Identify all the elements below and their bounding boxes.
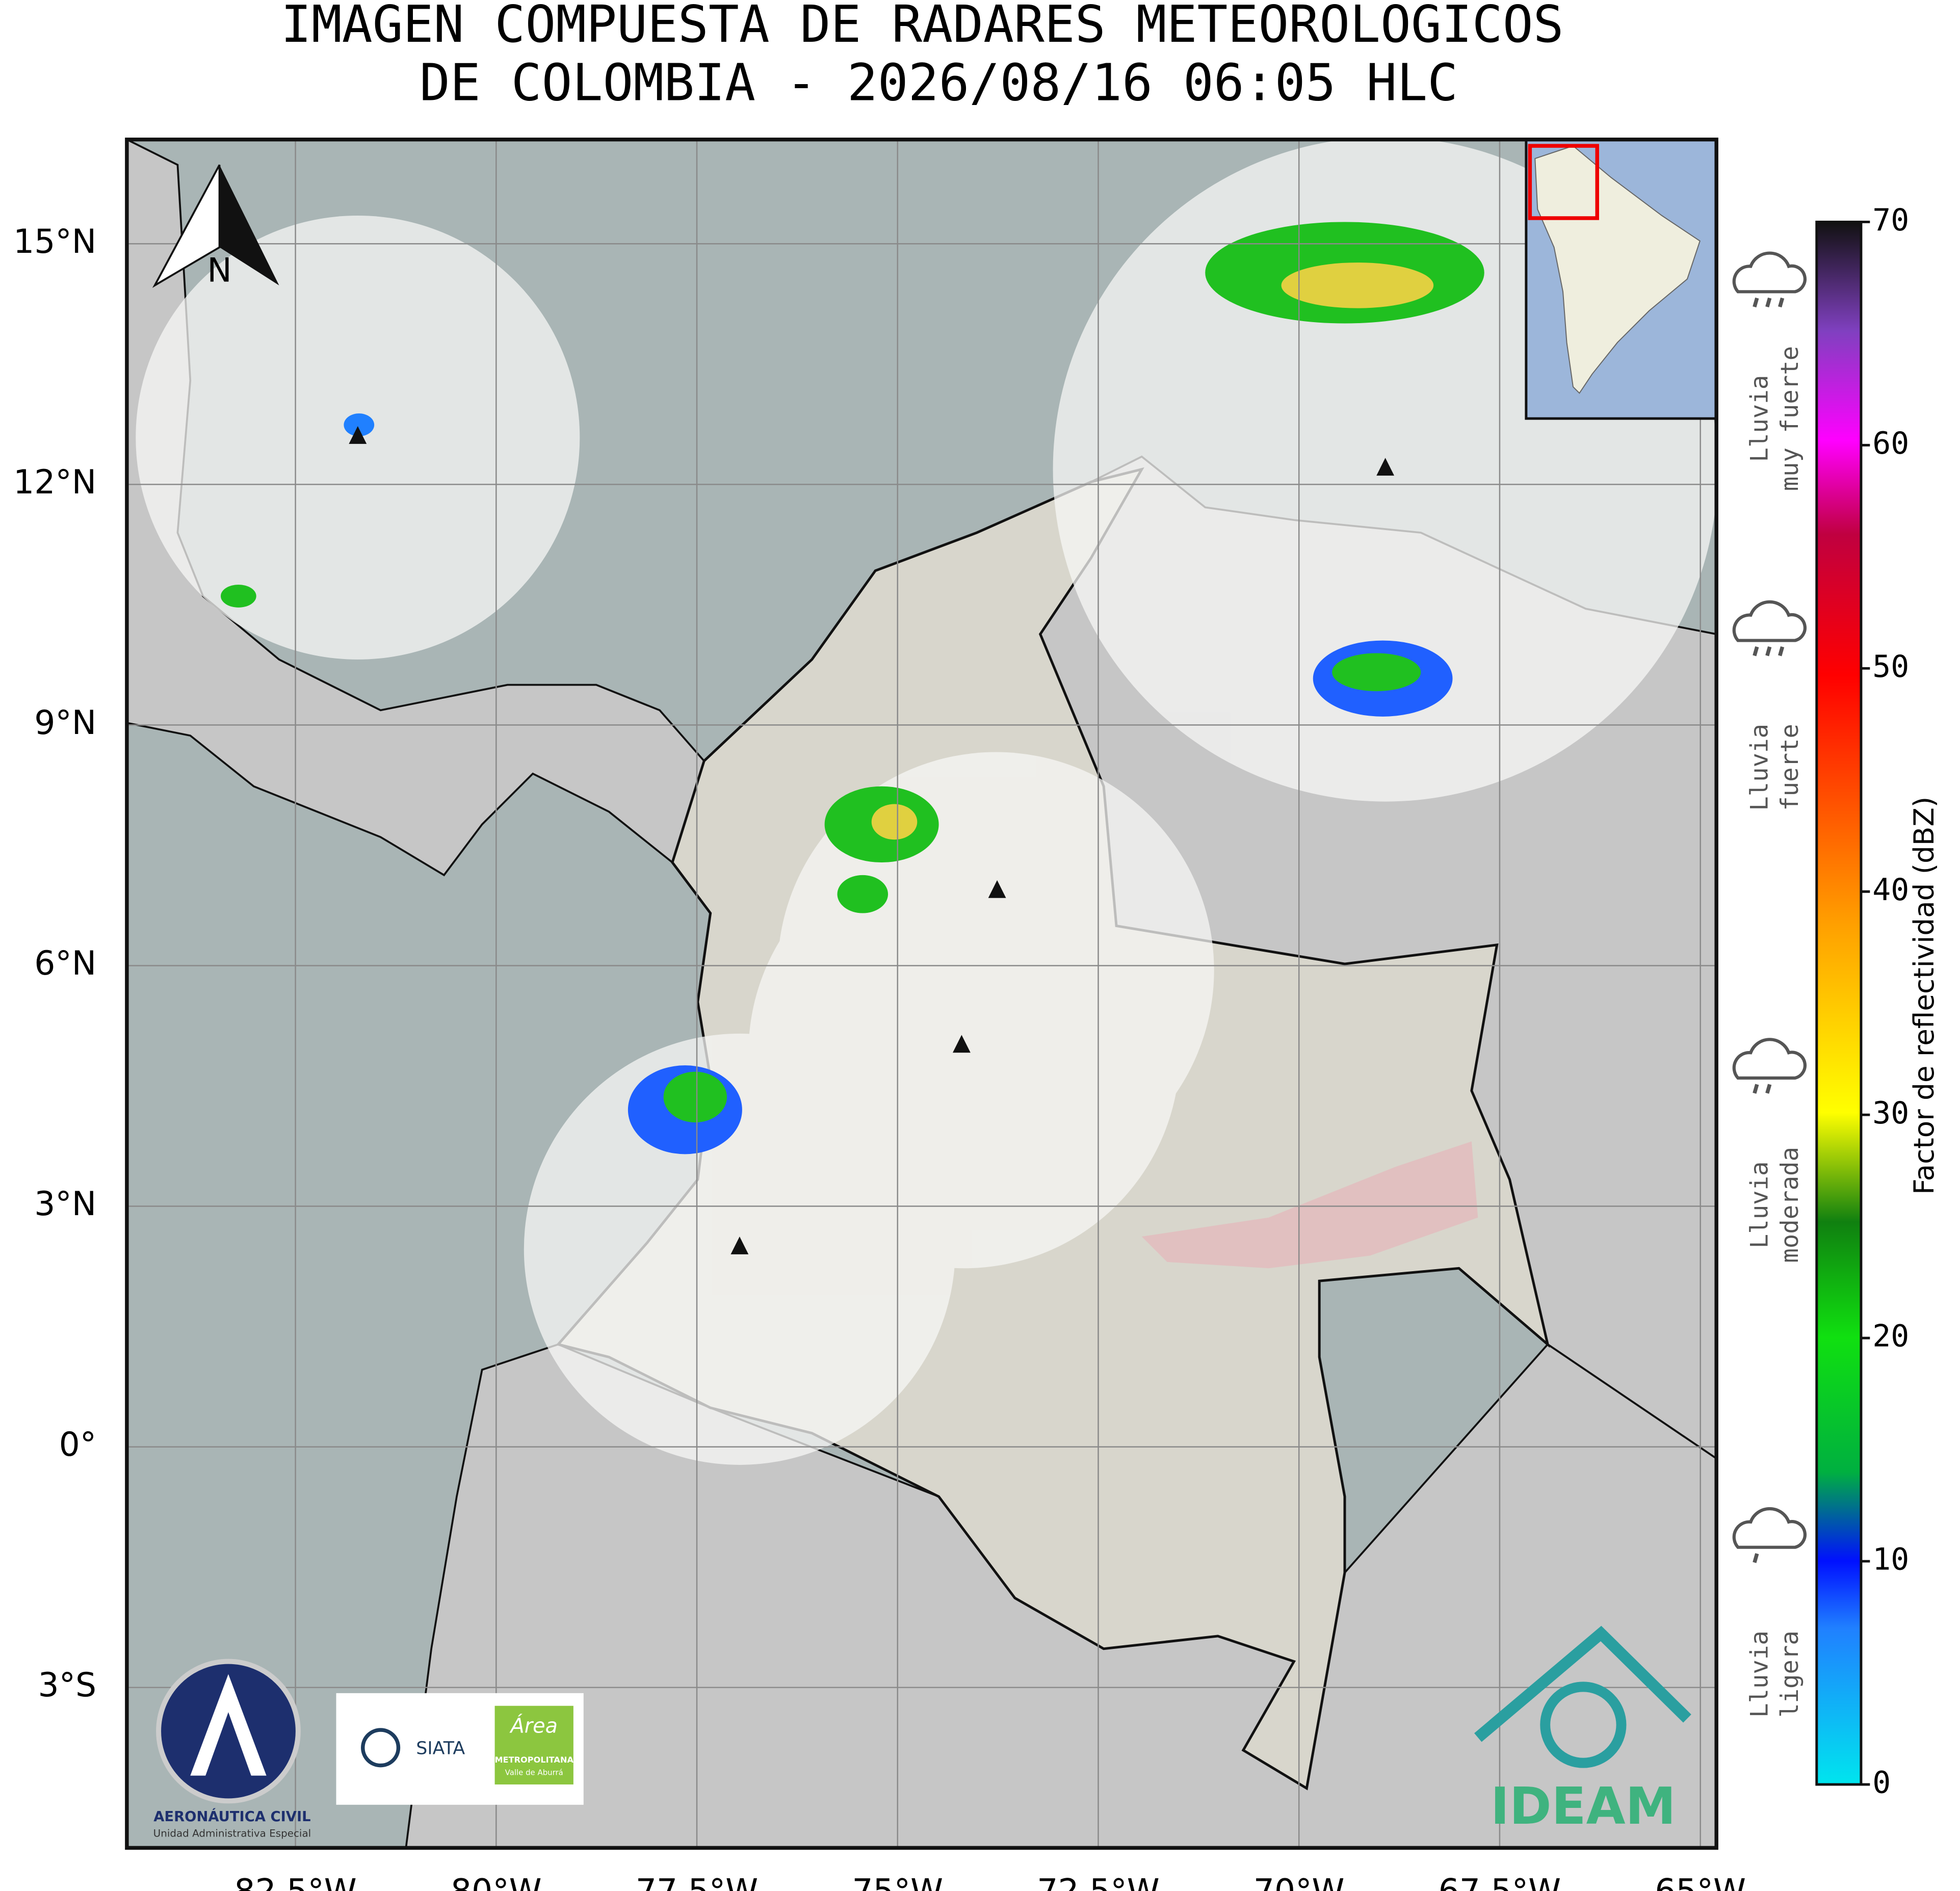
logo-text: Unidad Administrativa Especial xyxy=(153,1828,311,1840)
logo-text: AERONÁUTICA CIVIL xyxy=(153,1808,310,1825)
x-tick-label: 82.5°W xyxy=(234,1873,356,1891)
rain-level-label: Lluvia xyxy=(1745,724,1773,811)
rain-drop xyxy=(1753,1553,1759,1563)
x-tick-label: 70°W xyxy=(1253,1873,1345,1891)
colorbar-tick-label: 30 xyxy=(1872,1096,1909,1131)
colorbar-tick-label: 50 xyxy=(1872,649,1909,685)
area-logo xyxy=(494,1705,573,1784)
y-tick-label: 3°S xyxy=(38,1666,97,1704)
rain-drop xyxy=(1765,297,1772,308)
rain-level-label: muy fuerte xyxy=(1776,346,1804,491)
radar-site xyxy=(1376,458,1395,476)
colorbar-tick-label: 10 xyxy=(1872,1542,1909,1578)
rain-drop xyxy=(1778,297,1785,308)
map-area: N AERONÁUTICA CIVIL Unidad Administrativ… xyxy=(126,139,1717,1848)
rain-level-label: Lluvia xyxy=(1745,375,1773,462)
logo-text: Valle de Aburrá xyxy=(505,1768,563,1777)
labels: 82.5°W 80°W 77.5°W 75°W 72.5°W 70°W 67.5°W 65°W… xyxy=(13,203,1909,1891)
y-tick-label: 6°N xyxy=(34,944,96,983)
echo xyxy=(221,585,256,608)
rain-drop xyxy=(1753,297,1759,308)
radar-echoes xyxy=(221,222,1484,1154)
logo-text: IDEAM xyxy=(1491,1777,1676,1836)
colorbar-tick-label: 20 xyxy=(1872,1319,1909,1354)
y-tick-label: 3°N xyxy=(34,1185,96,1223)
radar-site xyxy=(988,880,1006,898)
aeronautica-logo xyxy=(156,1659,301,1804)
x-tick-label: 67.5°W xyxy=(1439,1873,1561,1891)
title-line: IMAGEN COMPUESTA DE RADARES METEOROLOGIC… xyxy=(281,0,1564,54)
radar-site xyxy=(349,426,367,444)
radar-site xyxy=(952,1035,971,1053)
rain-drop xyxy=(1778,646,1785,656)
rain-level-label: ligera xyxy=(1776,1631,1804,1718)
title-line: DE COLOMBIA - 2026/08/16 06:05 HLC xyxy=(420,54,1458,113)
echo xyxy=(663,1071,727,1123)
y-tick-label: 12°N xyxy=(13,463,96,502)
rain-icon xyxy=(1732,600,1807,642)
echo xyxy=(1332,653,1421,692)
x-tick-label: 72.5°W xyxy=(1037,1873,1159,1891)
inset-extent xyxy=(1528,144,1599,220)
echo xyxy=(1281,262,1434,308)
rain-drop xyxy=(1765,1084,1772,1094)
north-label: N xyxy=(207,252,231,290)
colorbar xyxy=(1815,220,1863,1786)
aeronautica-logo xyxy=(190,1674,267,1776)
x-tick-label: 80°W xyxy=(451,1873,542,1891)
rain-icon xyxy=(1732,1038,1807,1080)
echo xyxy=(344,413,375,436)
map-frame xyxy=(125,137,1718,1850)
x-tick-label: 65°W xyxy=(1655,1873,1746,1891)
graticule xyxy=(126,139,1717,1848)
logo-text: METROPOLITANA xyxy=(494,1755,573,1765)
x-tick-label: 75°W xyxy=(852,1873,943,1891)
radar-site xyxy=(730,1237,749,1254)
logo-text: SIATA xyxy=(416,1738,465,1758)
rain-drop xyxy=(1753,1084,1759,1094)
inset-continent xyxy=(1534,145,1701,394)
rain-level-label: fuerte xyxy=(1776,724,1804,811)
ideam-logo xyxy=(1474,1625,1691,1742)
echo xyxy=(837,875,888,913)
ideam-logo xyxy=(1540,1682,1627,1768)
rain-icon xyxy=(1732,1507,1807,1549)
colorbar-tick-label: 60 xyxy=(1872,426,1909,461)
rain-icon xyxy=(1732,251,1807,294)
echo xyxy=(871,804,918,840)
north-arrow xyxy=(219,165,279,285)
rain-level-label: Lluvia xyxy=(1745,1161,1773,1248)
y-tick-label: 0° xyxy=(59,1426,97,1464)
colorbar-tick-label: 70 xyxy=(1872,203,1909,238)
logo-text: Área xyxy=(509,1714,557,1738)
colorbar-tick-label: 0 xyxy=(1872,1766,1891,1801)
x-tick-label: 77.5°W xyxy=(636,1873,758,1891)
y-tick-label: 9°N xyxy=(34,704,96,742)
rain-level-label: moderada xyxy=(1776,1147,1804,1263)
siata-logo xyxy=(361,1728,401,1768)
park-zone xyxy=(1141,1141,1478,1269)
rain-drop xyxy=(1753,646,1759,656)
y-tick-label: 15°N xyxy=(13,223,96,261)
rain-drop xyxy=(1765,646,1772,656)
colorbar-tick-label: 40 xyxy=(1872,873,1909,908)
rain-level-label: Lluvia xyxy=(1745,1631,1773,1718)
colorbar-label: Factor de reflectividad (dBZ) xyxy=(1907,797,1940,1195)
radar-sites xyxy=(349,426,1395,1254)
